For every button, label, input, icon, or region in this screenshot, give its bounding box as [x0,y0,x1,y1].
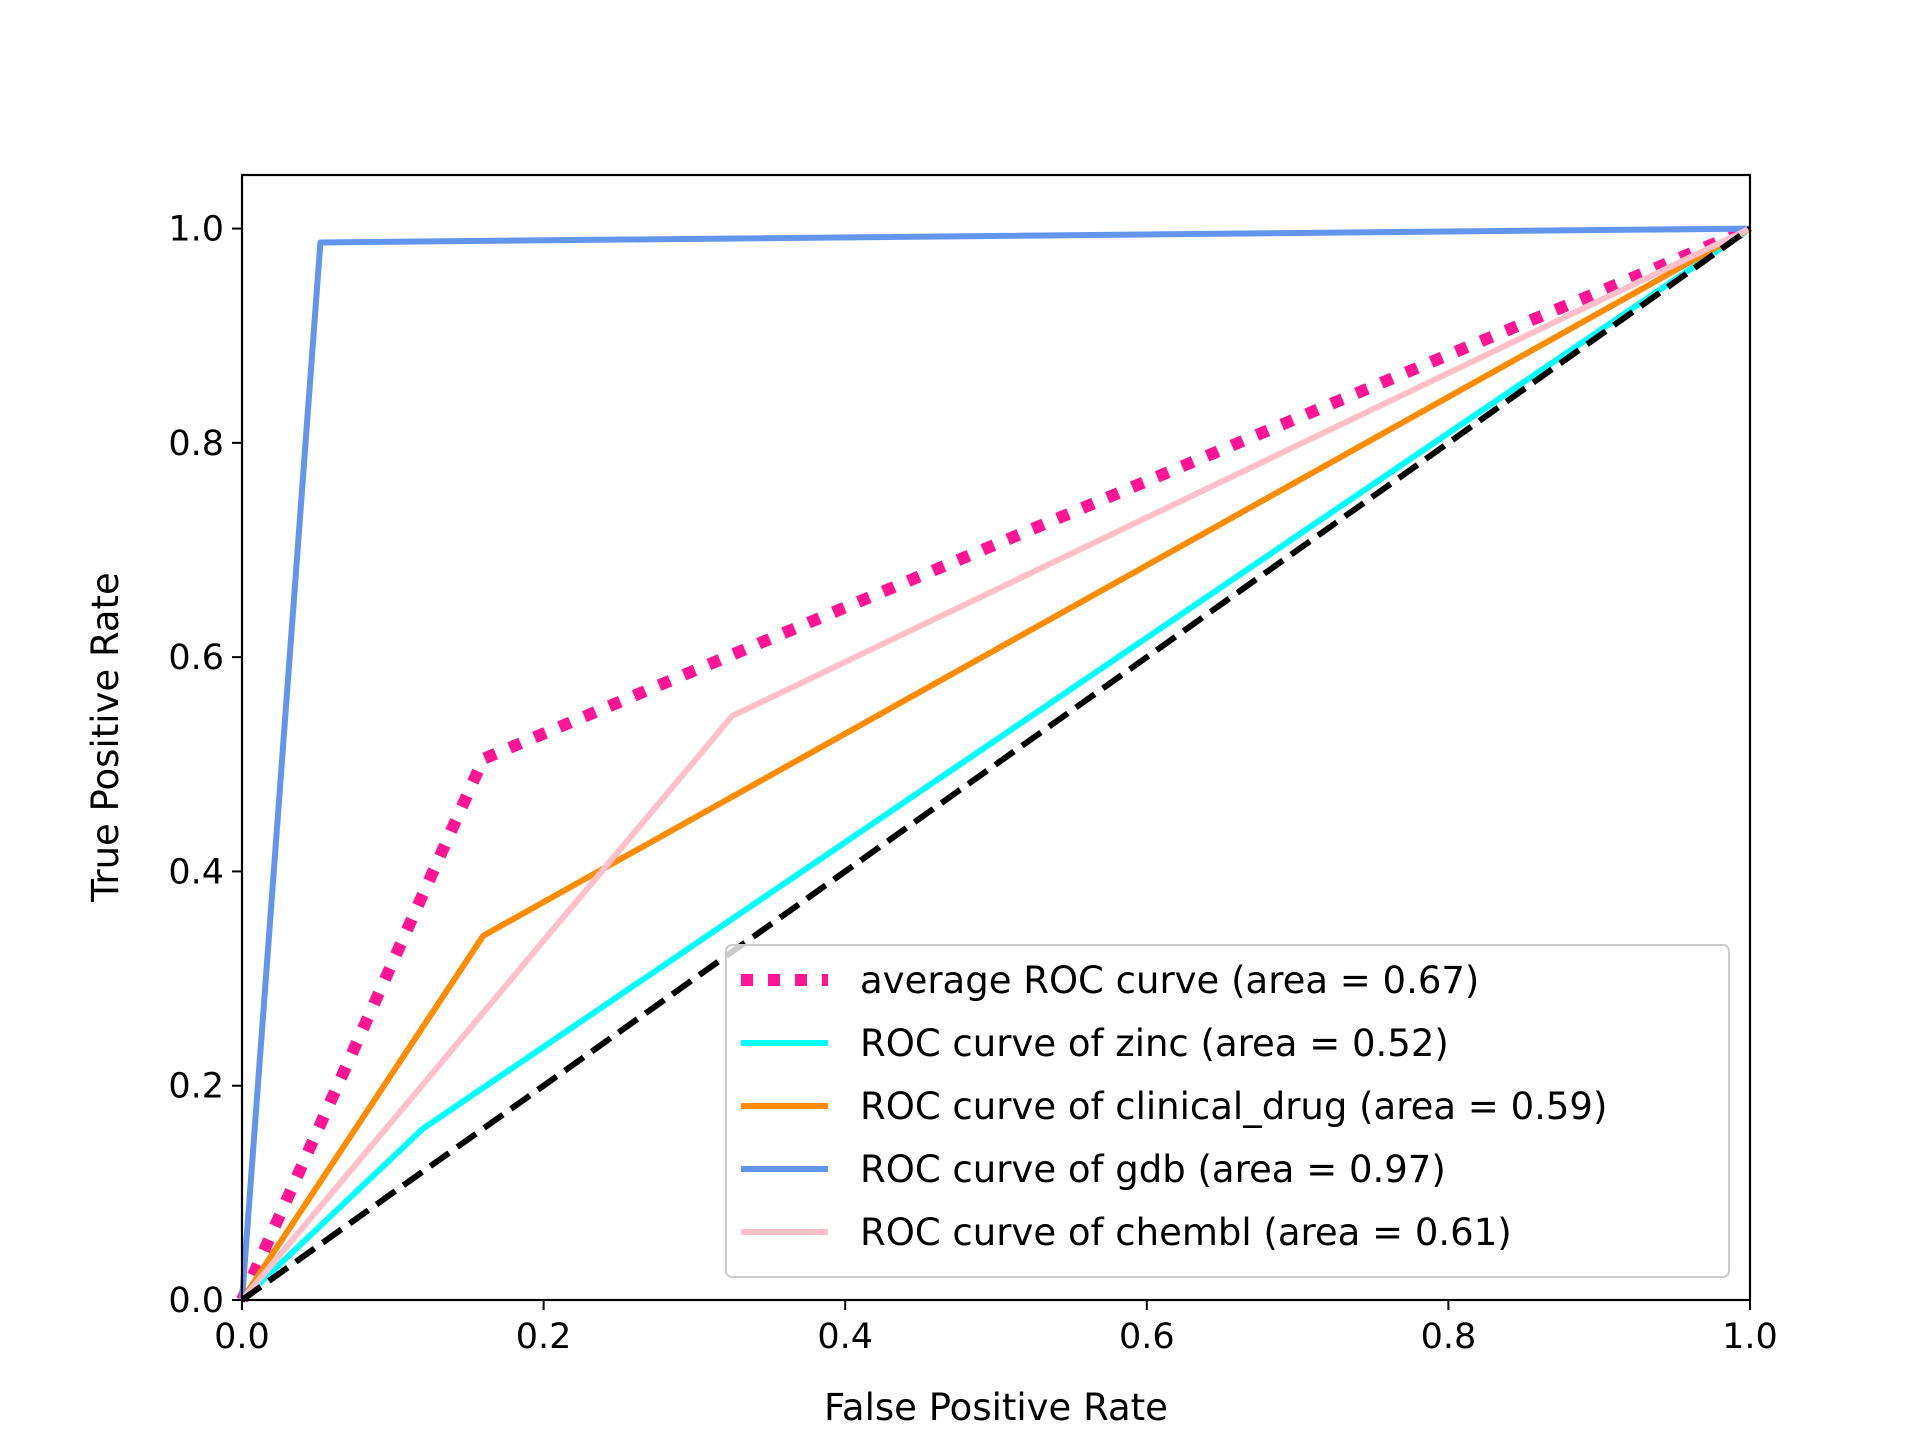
legend-label-roc-curve-of-zinc-area-0-52: ROC curve of zinc (area = 0.52) [860,1022,1449,1065]
chance-diagonal-line [240,226,1752,1303]
y-axis-label: True Positive Rate [84,572,127,903]
x-tick-label: 0.8 [1421,1317,1477,1357]
x-tick-label: 1.0 [1722,1317,1778,1357]
series-layer [236,223,1753,1303]
y-tick-label: 0.0 [168,1281,224,1321]
x-axis-ticks: 0.0 0.2 0.4 0.6 0.8 1.0 [214,1300,1778,1357]
plot-frame [240,173,1752,1302]
x-tick-label: 0.6 [1119,1317,1175,1357]
x-axis-label: False Positive Rate [824,1386,1168,1429]
y-tick-label: 0.6 [168,638,224,678]
series-line-3 [239,225,1752,1302]
legend-label-roc-curve-of-chembl-area-0-61: ROC curve of chembl (area = 0.61) [860,1211,1512,1254]
legend-items: average ROC curve (area = 0.67) ROC curve… [741,959,1607,1254]
legend-label-roc-curve-of-gdb-area-0-97: ROC curve of gdb (area = 0.97) [860,1148,1446,1191]
legend: average ROC curve (area = 0.67) ROC curve… [725,944,1730,1278]
series-line-1 [236,223,1753,1303]
legend-box [725,944,1730,1278]
y-axis-ticks: 0.0 0.2 0.4 0.6 0.8 1.0 [168,210,242,1321]
y-tick-label: 0.2 [168,1067,224,1107]
x-tick-label: 0.4 [817,1317,873,1357]
legend-label-roc-curve-of-clinical-drug-area-0-59: ROC curve of clinical_drug (area = 0.59) [860,1085,1607,1128]
series-line-5 [239,225,1752,1302]
legend-label-average-roc-curve-area-0-67: average ROC curve (area = 0.67) [860,959,1479,1002]
series-line-2 [239,226,1752,1303]
y-tick-label: 0.4 [168,852,224,892]
x-tick-label: 0.0 [214,1317,270,1357]
y-tick-label: 1.0 [168,210,224,250]
y-tick-label: 0.8 [168,424,224,464]
x-tick-label: 0.2 [516,1317,572,1357]
series-line-4 [239,225,1751,1301]
